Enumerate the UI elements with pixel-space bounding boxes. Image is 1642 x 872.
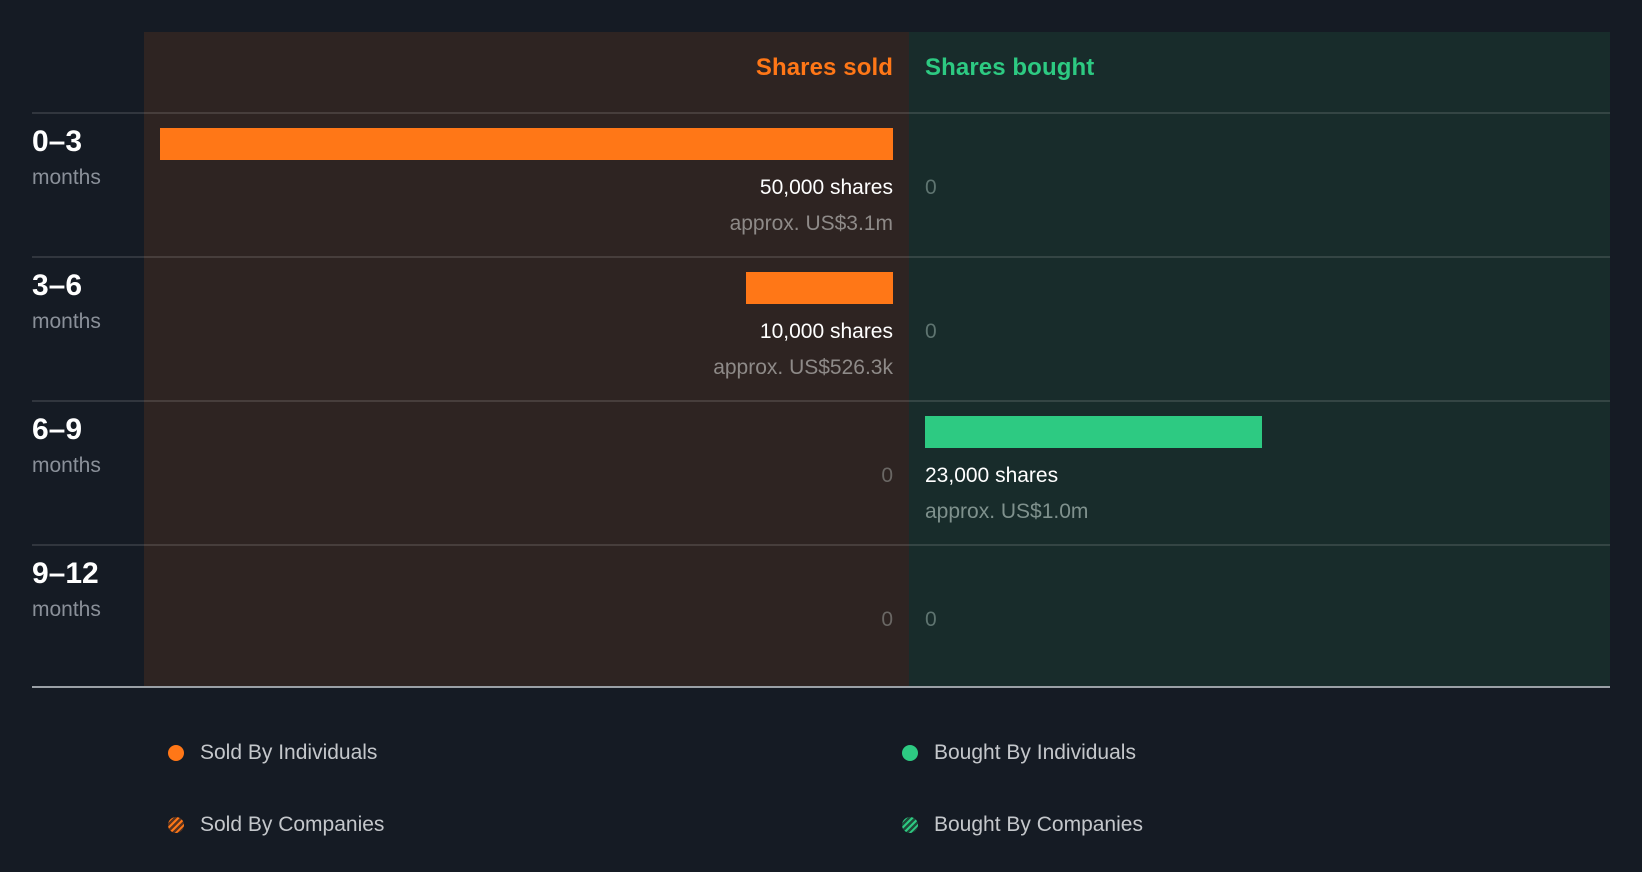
orange-dot-icon: [168, 745, 184, 761]
period-unit: months: [32, 454, 101, 477]
orange-striped-dot-icon: [168, 817, 184, 833]
sold-value: 10,000 shares approx. US$526.3k: [713, 318, 893, 382]
shares-bought-header: Shares bought: [925, 54, 1095, 81]
sold-bar[interactable]: [160, 128, 893, 160]
sold-approx-value: approx. US$526.3k: [713, 356, 893, 379]
sold-approx-value: approx. US$3.1m: [729, 212, 893, 235]
period-unit: months: [32, 166, 101, 189]
legend-label: Sold By Companies: [200, 813, 385, 836]
sold-zero: 0: [881, 464, 893, 487]
period-label: 3–6 months: [32, 268, 101, 336]
green-dot-icon: [902, 745, 918, 761]
bought-value: 0: [925, 174, 937, 202]
legend-label: Sold By Individuals: [200, 741, 378, 764]
period-row-3-6: 3–6 months 10,000 shares approx. US$526.…: [0, 258, 1642, 402]
sold-value: 50,000 shares approx. US$3.1m: [730, 174, 893, 238]
period-range: 9–12: [32, 557, 99, 590]
period-label: 0–3 months: [32, 124, 101, 192]
bought-bar[interactable]: [925, 416, 1262, 448]
period-label: 6–9 months: [32, 412, 101, 480]
row-separator: [32, 400, 1610, 402]
legend-bought-by-companies[interactable]: Bought By Companies: [902, 813, 1143, 837]
chart-baseline-divider: [32, 686, 1610, 688]
legend-sold-by-companies[interactable]: Sold By Companies: [168, 813, 384, 837]
legend-bought-by-individuals[interactable]: Bought By Individuals: [902, 741, 1136, 765]
period-range: 3–6: [32, 269, 83, 302]
sold-bar[interactable]: [746, 272, 893, 304]
period-row-9-12: 9–12 months 0 0: [0, 546, 1642, 690]
bought-zero: 0: [925, 320, 937, 343]
row-separator: [32, 256, 1610, 258]
bought-value: 23,000 shares approx. US$1.0m: [925, 462, 1088, 526]
sold-value: 0: [881, 606, 893, 634]
legend-label: Bought By Individuals: [934, 741, 1136, 764]
period-unit: months: [32, 598, 101, 621]
legend-label: Bought By Companies: [934, 813, 1143, 836]
sold-shares: 50,000 shares: [759, 176, 893, 199]
shares-sold-header: Shares sold: [755, 54, 893, 81]
period-row-0-3: 0–3 months 50,000 shares approx. US$3.1m…: [0, 114, 1642, 258]
row-separator: [32, 544, 1610, 546]
period-unit: months: [32, 310, 101, 333]
period-label: 9–12 months: [32, 556, 101, 624]
sold-shares: 10,000 shares: [759, 320, 893, 343]
bought-zero: 0: [925, 608, 937, 631]
period-range: 6–9: [32, 413, 83, 446]
bought-value: 0: [925, 318, 937, 346]
sold-value: 0: [881, 462, 893, 490]
green-striped-dot-icon: [902, 817, 918, 833]
shares-bought-panel: [909, 32, 1610, 687]
period-row-6-9: 6–9 months 0 23,000 shares approx. US$1.…: [0, 402, 1642, 546]
bought-zero: 0: [925, 176, 937, 199]
sold-zero: 0: [881, 608, 893, 631]
bought-approx-value: approx. US$1.0m: [925, 500, 1089, 523]
period-range: 0–3: [32, 125, 83, 158]
legend-sold-by-individuals[interactable]: Sold By Individuals: [168, 741, 377, 765]
bought-shares: 23,000 shares: [925, 464, 1059, 487]
bought-value: 0: [925, 606, 937, 634]
row-separator: [32, 112, 1610, 114]
